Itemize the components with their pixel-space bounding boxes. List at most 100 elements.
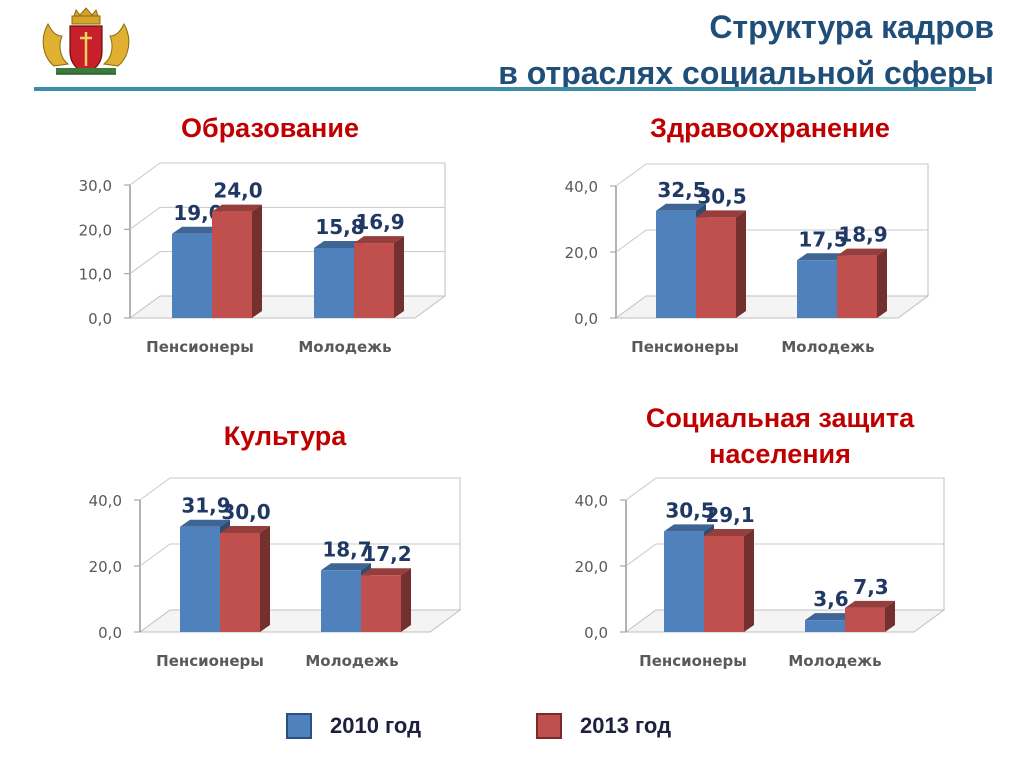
chart-title-healthcare: Здравоохранение xyxy=(650,113,890,143)
x-category-label: Пенсионеры xyxy=(146,338,254,356)
bar-top xyxy=(172,226,222,234)
chart-healthcare: 0,0 20,0 40,0 Пенсионеры Молодежь 32,530,5 17,… xyxy=(565,163,930,356)
chart-title-education: Образование xyxy=(181,113,359,143)
chart-title-social-protection: Социальная защита населения xyxy=(580,400,980,472)
legend-swatch-2010 xyxy=(286,713,312,739)
data-label: 18,9 xyxy=(838,223,887,247)
y-tick-label: 20,0 xyxy=(575,558,608,576)
legend-label-2010: 2010 год xyxy=(330,713,422,738)
gridline xyxy=(625,477,944,501)
data-label: 30,5 xyxy=(697,184,746,208)
bar-top xyxy=(212,204,262,212)
bar-2013-youth xyxy=(354,243,394,318)
legend: 2010 год 2013 год xyxy=(0,708,1024,748)
bar-2010-youth xyxy=(321,570,361,632)
x-category-label: Молодежь xyxy=(305,652,398,670)
y-tick-label: 30,0 xyxy=(79,177,112,195)
bar-2010-pensioners xyxy=(180,526,220,632)
bar-top xyxy=(696,210,746,218)
gridline xyxy=(139,477,460,501)
x-category-label: Молодежь xyxy=(788,652,881,670)
y-tick-label: 0,0 xyxy=(98,624,122,642)
chart-social-protection: 0,0 20,0 40,0 Пенсионеры Молодежь 30,529,1 3,6… xyxy=(575,477,946,670)
y-tick-label: 0,0 xyxy=(574,310,598,328)
bar-2010-youth xyxy=(797,260,837,318)
x-category-label: Молодежь xyxy=(298,338,391,356)
data-label: 31,9 xyxy=(181,494,230,518)
bar-2013-pensioners xyxy=(696,217,736,318)
data-label: 7,3 xyxy=(853,575,888,599)
data-label: 30,5 xyxy=(665,498,714,522)
bar-top xyxy=(180,519,230,527)
bar-top xyxy=(845,600,895,608)
bar-top xyxy=(664,524,714,532)
bar-side xyxy=(260,526,270,632)
chart-title-social-protection-line1: Социальная защита xyxy=(645,403,915,433)
data-label: 30,0 xyxy=(221,500,270,524)
gridline xyxy=(615,163,928,187)
page-title-line1: Структура кадров xyxy=(709,9,994,45)
gridline xyxy=(139,543,460,567)
y-tick-label: 40,0 xyxy=(89,492,122,510)
bar-2010-pensioners xyxy=(656,210,696,318)
bar-2010-youth xyxy=(314,247,354,318)
gridline xyxy=(615,229,928,253)
legend-label-2013: 2013 год xyxy=(580,713,672,738)
bar-2013-youth xyxy=(361,575,401,632)
bar-side xyxy=(885,600,895,632)
bar-top xyxy=(704,528,754,536)
bar-side xyxy=(744,528,754,632)
chart-title-social-protection-line2: населения xyxy=(709,439,851,469)
gridline xyxy=(129,162,445,186)
page-title: Структура кадров в отраслях социальной с… xyxy=(294,4,994,96)
y-tick-label: 40,0 xyxy=(565,178,598,196)
bar-top xyxy=(656,203,706,211)
header-divider xyxy=(34,87,976,91)
y-tick-label: 20,0 xyxy=(79,221,112,239)
gridline xyxy=(625,543,944,567)
bar-top xyxy=(797,253,847,261)
data-label: 18,7 xyxy=(322,537,371,561)
x-category-label: Пенсионеры xyxy=(631,338,739,356)
bar-top xyxy=(837,248,887,256)
bar-2013-youth xyxy=(845,607,885,632)
data-label: 17,5 xyxy=(798,227,847,251)
coat-of-arms-logo xyxy=(42,7,130,75)
y-tick-label: 10,0 xyxy=(79,266,112,284)
bar-2013-youth xyxy=(837,255,877,318)
data-label: 24,0 xyxy=(213,179,262,203)
bar-2010-youth xyxy=(805,620,845,632)
x-category-label: Пенсионеры xyxy=(639,652,747,670)
page-title-line2: в отраслях социальной сферы xyxy=(498,55,994,91)
data-label: 17,2 xyxy=(362,542,411,566)
data-label: 29,1 xyxy=(705,503,754,527)
bar-top xyxy=(361,568,411,576)
bar-side xyxy=(401,568,411,632)
y-tick-label: 0,0 xyxy=(584,624,608,642)
data-label: 15,8 xyxy=(315,215,364,239)
bar-side xyxy=(736,210,746,318)
bar-2010-pensioners xyxy=(172,233,212,318)
legend-item-2013: 2013 год xyxy=(536,708,671,744)
bar-top xyxy=(354,236,404,244)
bar-2013-pensioners xyxy=(220,533,260,632)
bar-2013-pensioners xyxy=(212,211,252,318)
bar-side xyxy=(252,204,262,318)
x-category-label: Пенсионеры xyxy=(156,652,264,670)
bar-2010-pensioners xyxy=(664,531,704,632)
y-tick-label: 0,0 xyxy=(88,310,112,328)
bar-2013-pensioners xyxy=(704,535,744,632)
data-label: 3,6 xyxy=(813,587,848,611)
bar-side xyxy=(877,248,887,318)
chart-culture: 0,0 20,0 40,0 Пенсионеры Молодежь 31,930,0 18,… xyxy=(89,477,462,670)
legend-swatch-2013 xyxy=(536,713,562,739)
data-label: 16,9 xyxy=(355,210,404,234)
legend-item-2010: 2010 год xyxy=(286,708,421,744)
data-label: 32,5 xyxy=(657,178,706,202)
bar-top xyxy=(314,240,364,248)
x-category-label: Молодежь xyxy=(781,338,874,356)
chart-title-culture: Культура xyxy=(223,421,347,451)
bar-side xyxy=(394,236,404,318)
gridline xyxy=(129,206,445,230)
